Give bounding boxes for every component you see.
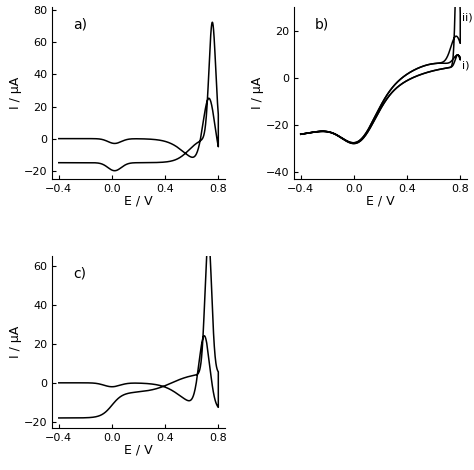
Y-axis label: I / μA: I / μA: [9, 77, 22, 109]
Text: ii): ii): [462, 13, 473, 23]
Text: b): b): [315, 17, 329, 31]
X-axis label: E / V: E / V: [124, 195, 153, 208]
Text: a): a): [73, 17, 87, 31]
X-axis label: E / V: E / V: [124, 444, 153, 457]
Text: i): i): [462, 61, 470, 71]
X-axis label: E / V: E / V: [366, 195, 395, 208]
Y-axis label: I / μA: I / μA: [9, 326, 22, 358]
Y-axis label: I / μA: I / μA: [251, 77, 264, 109]
Text: c): c): [73, 266, 86, 280]
